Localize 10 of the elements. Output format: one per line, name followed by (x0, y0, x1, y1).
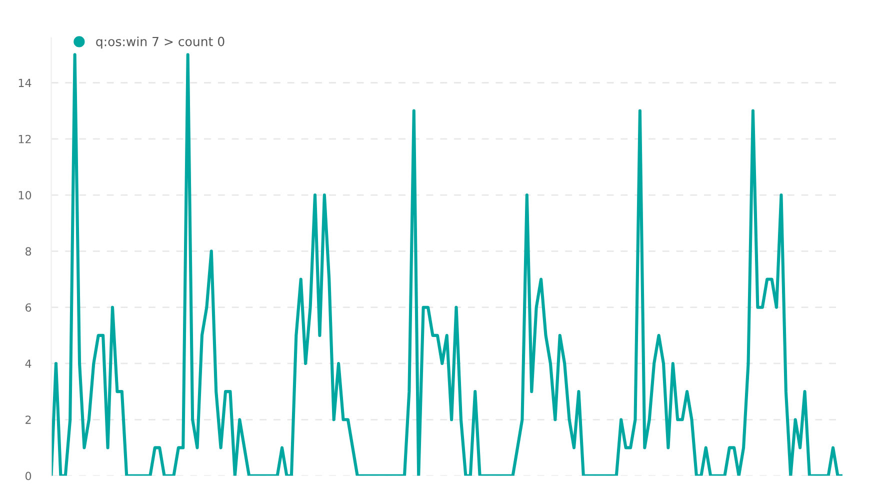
y-tick-label: 0 (25, 472, 32, 480)
y-tick-label: 10 (18, 191, 32, 200)
y-tick-label: 4 (25, 360, 32, 368)
y-tick-label: 6 (26, 303, 32, 312)
y-tick-label: 2 (26, 416, 31, 424)
y-tick-label: 14 (18, 78, 32, 87)
y-tick-label: 8 (26, 247, 32, 256)
legend-label: q:os:win 7 > count 0 (96, 36, 224, 49)
line-series (51, 53, 842, 476)
y-tick-label: 12 (18, 134, 31, 144)
